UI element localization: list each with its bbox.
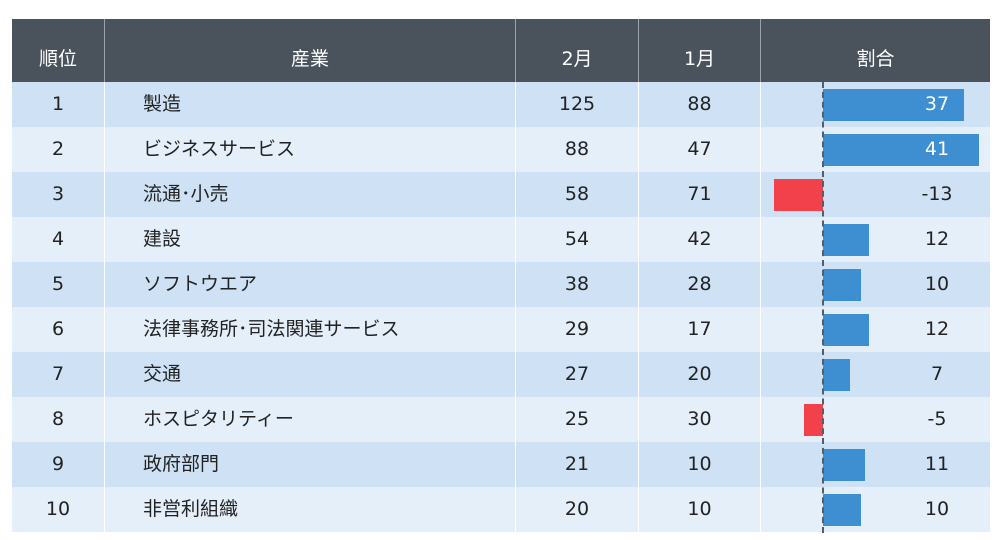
table-row: 5 ソフトウエア 38 28 10 [12, 262, 990, 307]
feb-cell: 29 [516, 307, 639, 352]
jan-cell: 20 [639, 352, 761, 397]
rank-cell: 7 [12, 352, 105, 397]
jan-cell: 88 [639, 82, 761, 127]
table-row: 7 交通 27 20 7 [12, 352, 990, 397]
rank-cell: 2 [12, 127, 105, 172]
share-cell: -13 [761, 172, 990, 217]
share-value: 12 [924, 228, 950, 250]
share-cell: 10 [761, 487, 990, 532]
jan-cell: 71 [639, 172, 761, 217]
table-header: 順位 産業 2月 1月 割合 [12, 19, 990, 82]
share-cell: 41 [761, 127, 990, 172]
feb-cell: 125 [516, 82, 639, 127]
feb-cell: 25 [516, 397, 639, 442]
table-row: 9 政府部門 21 10 11 [12, 442, 990, 487]
industry-cell: 交通 [105, 352, 516, 397]
feb-cell: 88 [516, 127, 639, 172]
positive-share-bar [823, 449, 865, 481]
jan-cell: 30 [639, 397, 761, 442]
share-value: 10 [924, 273, 950, 295]
jan-cell: 28 [639, 262, 761, 307]
rank-cell: 5 [12, 262, 105, 307]
table-row: 6 法律事務所･司法関連サービス 29 17 12 [12, 307, 990, 352]
share-cell: 11 [761, 442, 990, 487]
share-value: -5 [927, 408, 947, 430]
industry-cell: ソフトウエア [105, 262, 516, 307]
negative-share-bar [803, 404, 823, 436]
positive-share-bar [823, 359, 850, 391]
feb-cell: 20 [516, 487, 639, 532]
share-value: 10 [924, 498, 950, 520]
positive-share-bar [823, 134, 979, 166]
industry-cell: 建設 [105, 217, 516, 262]
rank-cell: 4 [12, 217, 105, 262]
jan-cell: 47 [639, 127, 761, 172]
table-row: 2 ビジネスサービス 88 47 41 [12, 127, 990, 172]
share-cell: 7 [761, 352, 990, 397]
feb-cell: 58 [516, 172, 639, 217]
positive-share-bar [823, 89, 964, 121]
header-jan: 1月 [639, 19, 761, 82]
jan-cell: 10 [639, 487, 761, 532]
share-value: 41 [924, 138, 950, 160]
table-row: 4 建設 54 42 12 [12, 217, 990, 262]
zero-axis-line [822, 82, 824, 533]
positive-share-bar [823, 269, 862, 301]
rank-cell: 1 [12, 82, 105, 127]
feb-cell: 21 [516, 442, 639, 487]
rank-cell: 6 [12, 307, 105, 352]
share-value: -13 [921, 183, 953, 205]
industry-cell: 製造 [105, 82, 516, 127]
positive-share-bar [823, 494, 862, 526]
share-value: 12 [924, 318, 950, 340]
industry-cell: 流通･小売 [105, 172, 516, 217]
industry-cell: ビジネスサービス [105, 127, 516, 172]
jan-cell: 42 [639, 217, 761, 262]
share-cell: 37 [761, 82, 990, 127]
share-value: 37 [924, 93, 950, 115]
feb-cell: 38 [516, 262, 639, 307]
industry-cell: 政府部門 [105, 442, 516, 487]
share-value: 7 [930, 363, 944, 385]
table-row: 8 ホスピタリティー 25 30 -5 [12, 397, 990, 442]
rank-cell: 3 [12, 172, 105, 217]
jan-cell: 17 [639, 307, 761, 352]
rank-cell: 9 [12, 442, 105, 487]
feb-cell: 54 [516, 217, 639, 262]
industry-cell: 法律事務所･司法関連サービス [105, 307, 516, 352]
industry-cell: 非営利組織 [105, 487, 516, 532]
header-share: 割合 [856, 48, 895, 70]
industry-table: 順位 産業 2月 1月 割合 1 製造 125 88 37 2 ビジネスサービス 88 47 41… [12, 19, 990, 533]
share-value: 11 [924, 453, 950, 475]
header-rank: 順位 [12, 19, 105, 82]
header-feb: 2月 [516, 19, 639, 82]
table-row: 3 流通･小売 58 71 -13 [12, 172, 990, 217]
rank-cell: 8 [12, 397, 105, 442]
jan-cell: 10 [639, 442, 761, 487]
negative-share-bar [773, 179, 823, 211]
header-industry: 産業 [105, 19, 516, 82]
rank-cell: 10 [12, 487, 105, 532]
positive-share-bar [823, 224, 869, 256]
industry-cell: ホスピタリティー [105, 397, 516, 442]
share-cell: 10 [761, 262, 990, 307]
table-row: 1 製造 125 88 37 [12, 82, 990, 127]
share-cell: 12 [761, 217, 990, 262]
feb-cell: 27 [516, 352, 639, 397]
share-cell: 12 [761, 307, 990, 352]
table-row: 10 非営利組織 20 10 10 [12, 487, 990, 532]
positive-share-bar [823, 314, 869, 346]
share-cell: -5 [761, 397, 990, 442]
